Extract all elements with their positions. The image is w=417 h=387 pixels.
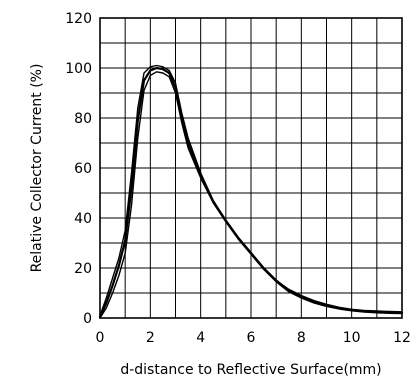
y-tick-label: 100 [65,61,92,77]
y-tick-label: 0 [83,311,92,327]
x-tick-label: 8 [297,330,306,346]
x-axis-label: d-distance to Reflective Surface(mm) [120,362,381,378]
y-tick-labels: 0 20 40 60 80 100 120 [65,11,92,327]
plot-frame [99,17,403,319]
x-tick-label: 12 [393,330,411,346]
x-tick-label: 0 [96,330,105,346]
x-tick-labels: 0 2 4 6 8 10 12 [96,330,411,346]
y-tick-label: 20 [74,261,92,277]
y-axis-label: Relative Collector Current (%) [29,64,45,273]
x-tick-label: 6 [247,330,256,346]
x-tick-label: 4 [196,330,205,346]
x-tick-label: 10 [343,330,361,346]
y-tick-label: 60 [74,161,92,177]
y-tick-label: 120 [65,11,92,27]
curve-group [98,64,404,319]
y-tick-label: 40 [74,211,92,227]
series-line-3 [99,71,403,319]
y-tick-label: 80 [74,111,92,127]
series-line-2 [98,66,404,318]
grid-lines [100,18,402,318]
x-tick-label: 2 [146,330,155,346]
